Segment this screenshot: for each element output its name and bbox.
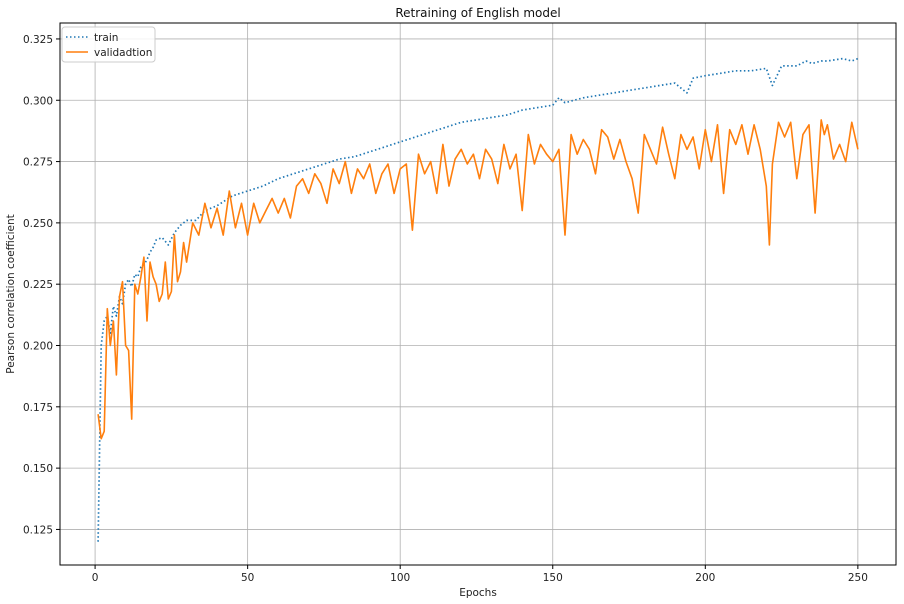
legend: train validadtion bbox=[61, 26, 156, 63]
legend-label-train: train bbox=[94, 32, 118, 44]
plot-area-frame bbox=[59, 22, 897, 566]
y-tick-label: 0.225 bbox=[23, 279, 53, 291]
legend-box bbox=[61, 26, 156, 63]
y-tick-label: 0.250 bbox=[23, 218, 53, 230]
y-tick-label: 0.275 bbox=[23, 157, 53, 169]
series-line-train bbox=[97, 57, 859, 542]
ticks: 0 50 100 150 200 250 0.125 0.150 0.175 0.200 0.225… bbox=[23, 34, 868, 584]
chart-title: Retraining of English model bbox=[395, 6, 560, 20]
y-tick-label: 0.150 bbox=[23, 463, 53, 475]
y-tick-label: 0.175 bbox=[23, 402, 53, 414]
series-layer bbox=[97, 57, 859, 542]
series-line-validadtion bbox=[97, 119, 859, 440]
legend-label-validadtion: validadtion bbox=[94, 47, 152, 59]
x-tick-label: 150 bbox=[543, 572, 563, 584]
y-axis-label: Pearson correlation coefficient bbox=[5, 214, 17, 373]
x-tick-label: 200 bbox=[695, 572, 715, 584]
x-tick-label: 100 bbox=[390, 572, 410, 584]
x-tick-label: 250 bbox=[848, 572, 868, 584]
x-tick-label: 0 bbox=[92, 572, 99, 584]
y-tick-label: 0.300 bbox=[23, 95, 53, 107]
x-tick-label: 50 bbox=[241, 572, 254, 584]
x-axis-label: Epochs bbox=[459, 587, 497, 599]
grid bbox=[60, 23, 896, 565]
y-tick-label: 0.125 bbox=[23, 524, 53, 536]
y-tick-label: 0.325 bbox=[23, 34, 53, 46]
y-tick-label: 0.200 bbox=[23, 341, 53, 353]
